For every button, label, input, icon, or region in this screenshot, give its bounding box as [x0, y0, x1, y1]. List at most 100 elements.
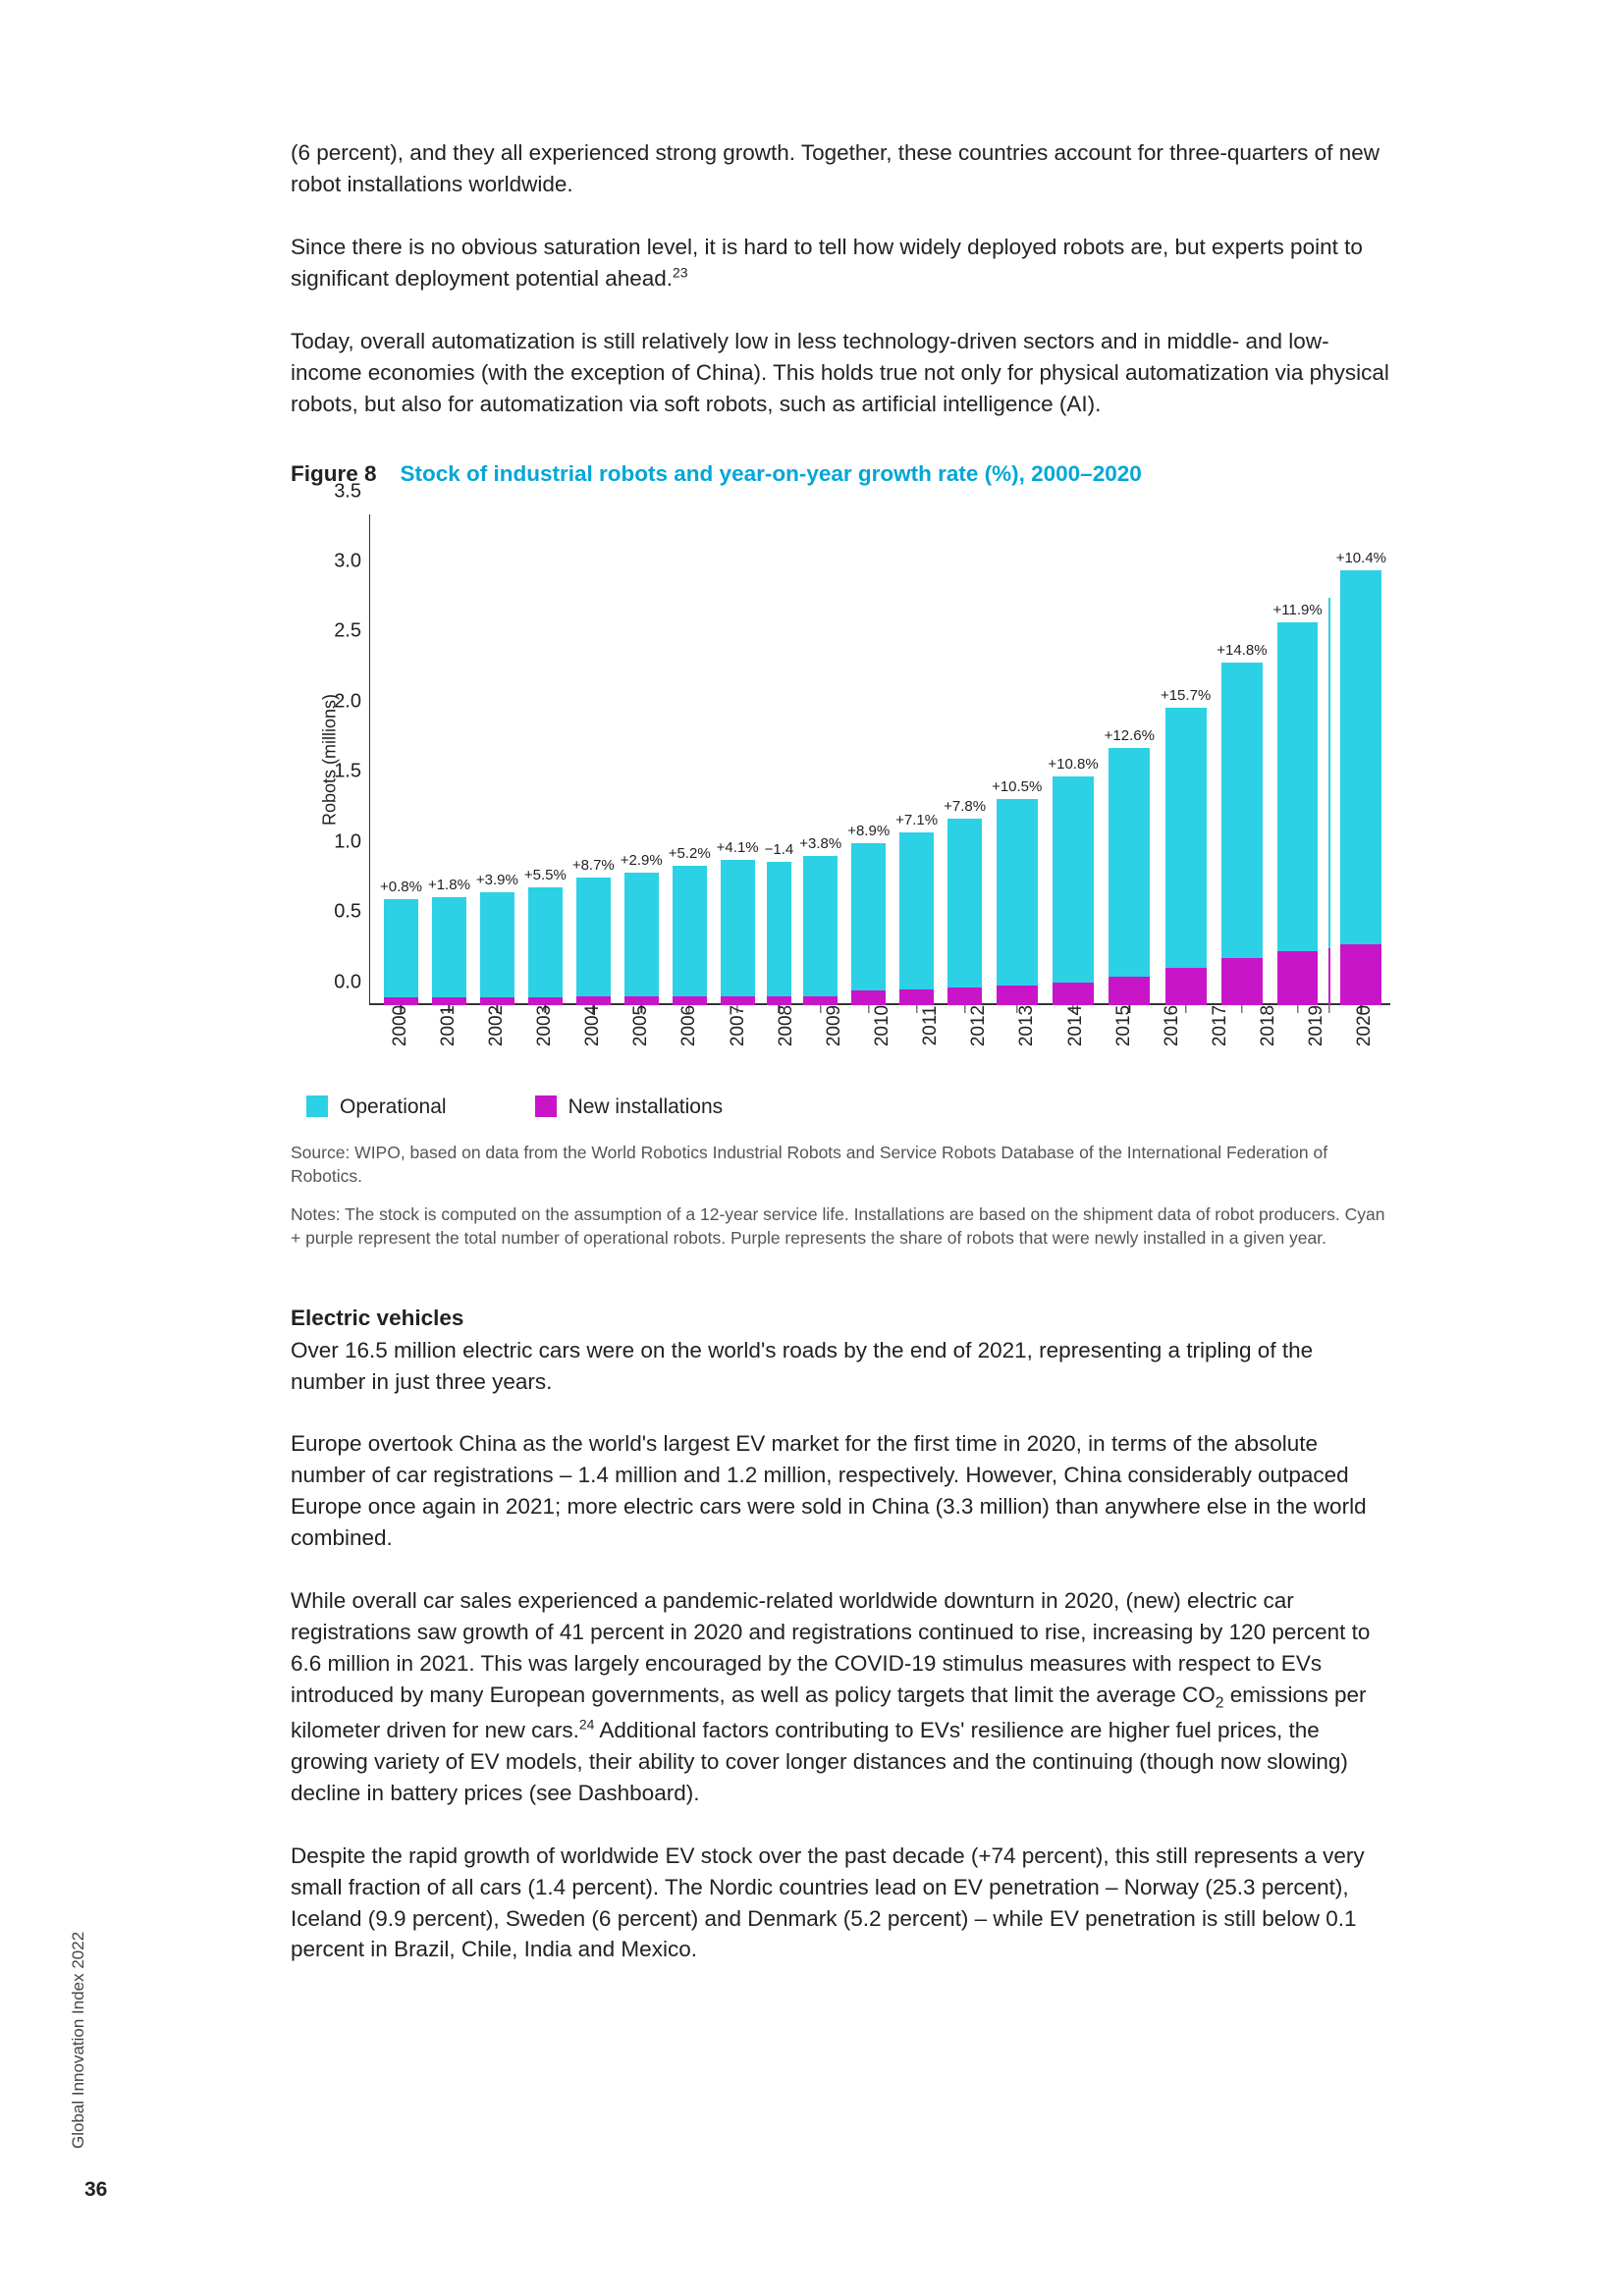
bar-segment-new: [947, 988, 982, 1004]
bar-2007: +4.1%: [717, 514, 759, 1005]
bar-value-label: +5.5%: [524, 867, 567, 883]
bar-2011: +7.1%: [895, 514, 938, 1005]
bar-value-label: +7.8%: [944, 798, 986, 815]
bar-value-label: +15.7%: [1161, 687, 1211, 704]
bar-value-label: +8.9%: [847, 823, 890, 839]
paragraph-2-text: Since there is no obvious saturation lev…: [291, 235, 1363, 291]
x-tick-label: 2012: [968, 1004, 990, 1045]
paragraph-1: (6 percent), and they all experienced st…: [291, 137, 1390, 200]
bar-segment-operational: [673, 866, 707, 996]
x-tick-label: 2018: [1258, 1004, 1279, 1045]
bar-2006: +5.2%: [669, 514, 711, 1005]
bar-segment-new: [1328, 948, 1330, 1004]
bar-segment-new: [528, 997, 563, 1004]
bar-2012: +7.8%: [944, 514, 986, 1005]
page-number: 36: [84, 2178, 107, 2202]
legend-new: New installations: [535, 1095, 724, 1119]
bar-value-label: +2.9%: [621, 852, 663, 869]
bar-segment-new: [1277, 951, 1318, 1004]
x-tick-label: 2010: [872, 1004, 893, 1045]
swatch-operational-icon: [306, 1095, 328, 1117]
bar-segment-new: [1165, 968, 1207, 1004]
bar-2018: +11.9%: [1273, 514, 1323, 1005]
figure-header: Figure 8 Stock of industrial robots and …: [291, 461, 1390, 487]
bar-value-label: +3.8%: [799, 835, 841, 852]
bar-segment-new: [432, 997, 466, 1004]
bar-segment-operational: [1165, 708, 1207, 969]
legend-new-label: New installations: [568, 1095, 724, 1118]
bar-value-label: +10.8%: [1048, 756, 1098, 773]
bar-value-label: +4.1%: [717, 839, 759, 856]
bar-value-label: +10.5%: [992, 778, 1042, 795]
bar-segment-operational: [528, 887, 563, 998]
bar-value-label: +1.8%: [428, 877, 470, 893]
footnote-ref-23: 23: [673, 264, 688, 280]
bar-2005: +2.9%: [621, 514, 663, 1005]
bar-segment-new: [624, 996, 659, 1005]
y-tick: 2.0: [334, 690, 361, 713]
bar-segment-new: [899, 989, 934, 1005]
bar-segment-new: [767, 996, 790, 1005]
x-tick-label: 2006: [678, 1004, 700, 1045]
figure-title: Stock of industrial robots and year-on-y…: [401, 461, 1142, 487]
bar-value-label: +10.4%: [1336, 550, 1386, 566]
ev-paragraph-4: Despite the rapid growth of worldwide EV…: [291, 1841, 1390, 1966]
y-tick: 1.5: [334, 761, 361, 783]
bar-segment-new: [673, 996, 707, 1005]
figure-source: Source: WIPO, based on data from the Wor…: [291, 1141, 1390, 1189]
bar-segment-new: [1221, 958, 1263, 1004]
bar-segment-new: [480, 997, 514, 1004]
paragraph-2: Since there is no obvious saturation lev…: [291, 232, 1390, 294]
x-tick-label: 2013: [1016, 1004, 1038, 1045]
figure-8-chart: Robots (millions) 0.00.51.01.52.02.53.03…: [291, 514, 1390, 1119]
bar-segment-new: [803, 996, 838, 1005]
bar-2000: +0.8%: [380, 514, 422, 1005]
x-tick-label: 2000: [390, 1004, 411, 1045]
bar-segment-operational: [1109, 748, 1150, 977]
bar-value-label: +0.8%: [380, 879, 422, 895]
x-tick-label: 2019: [1306, 1004, 1327, 1045]
page-content: (6 percent), and they all experienced st…: [291, 137, 1390, 1997]
x-tick-label: 2020: [1354, 1004, 1376, 1045]
x-tick-label: 2011: [920, 1005, 942, 1045]
bar-segment-operational: [767, 862, 790, 996]
bar-segment-new: [1340, 944, 1381, 1004]
bar-segment-new: [851, 990, 886, 1004]
bar-segment-new: [721, 996, 755, 1005]
x-tick-label: 2016: [1162, 1004, 1183, 1045]
x-tick-label: 2001: [438, 1004, 460, 1045]
bar-segment-new: [384, 997, 418, 1004]
bar-2009: +3.8%: [799, 514, 841, 1005]
bar-value-label: +8.7%: [572, 857, 615, 874]
co2-subscript: 2: [1216, 1695, 1224, 1712]
legend-operational: Operational: [306, 1095, 447, 1119]
running-title: Global Innovation Index 2022: [69, 1932, 88, 2149]
y-tick: 3.5: [334, 480, 361, 503]
x-axis-labels: 2000200120022003200420052006200720082009…: [369, 1005, 1390, 1078]
y-tick: 3.0: [334, 551, 361, 573]
y-axis-ticks: 0.00.51.01.52.02.53.03.5: [322, 514, 369, 1005]
ev-paragraph-1: Over 16.5 million electric cars were on …: [291, 1335, 1390, 1398]
bar-2008: −1.4: [765, 514, 794, 1005]
bar-2020: +10.4%: [1336, 514, 1386, 1005]
bar-segment-operational: [1328, 598, 1330, 948]
bar-segment-operational: [1221, 663, 1263, 958]
y-tick: 0.5: [334, 901, 361, 924]
bar-2015: +12.6%: [1105, 514, 1155, 1005]
bars-container: +0.8%+1.8%+3.9%+5.5%+8.7%+2.9%+5.2%+4.1%…: [370, 514, 1390, 1005]
bar-2016: +15.7%: [1161, 514, 1211, 1005]
bar-segment-operational: [1277, 622, 1318, 952]
bar-segment-operational: [432, 897, 466, 998]
bar-segment-operational: [803, 856, 838, 996]
bar-segment-operational: [1053, 776, 1094, 983]
bar-2004: +8.7%: [572, 514, 615, 1005]
bar-value-label: +7.1%: [895, 812, 938, 828]
x-tick-label: 2002: [486, 1004, 508, 1045]
ev-heading: Electric vehicles: [291, 1306, 1390, 1331]
x-tick-label: 2003: [534, 1004, 556, 1045]
bar-segment-new: [997, 986, 1038, 1005]
x-tick-label: 2005: [630, 1004, 652, 1045]
x-tick-label: 2007: [728, 1004, 749, 1045]
chart-legend: Operational New installations: [306, 1095, 1390, 1119]
bar-segment-operational: [851, 843, 886, 990]
